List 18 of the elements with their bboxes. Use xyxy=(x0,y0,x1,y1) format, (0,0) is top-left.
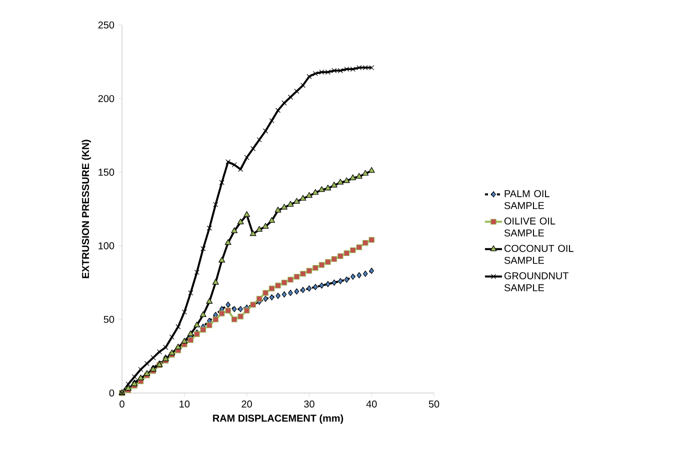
x-tick-label: 50 xyxy=(428,400,440,408)
x-tick-label: 10 xyxy=(180,400,190,408)
legend-label: COCONUT OIL SAMPLE xyxy=(504,244,574,264)
y-tick-label: 250 xyxy=(98,21,114,29)
y-tick-label: 150 xyxy=(98,168,114,176)
y-tick-label: 0 xyxy=(109,389,114,397)
y-tick-label: 100 xyxy=(98,242,114,250)
x-tick-label: 20 xyxy=(242,400,252,408)
x-tick-label: 30 xyxy=(304,400,314,408)
legend-label: GROUNDNUT SAMPLE xyxy=(504,272,568,292)
x-tick-label: 0 xyxy=(120,400,124,408)
y-tick-label: 50 xyxy=(104,316,114,323)
legend-label: PALM OIL SAMPLE xyxy=(504,190,550,210)
y-axis-title: EXTRUSION PRESSURE (KN) xyxy=(82,140,92,278)
x-axis-title: RAM DISPLACEMENT (mm) xyxy=(213,414,344,424)
legend-label: OILIVE OIL SAMPLE xyxy=(504,217,556,236)
x-tick-label: 40 xyxy=(366,400,377,408)
y-tick-label: 200 xyxy=(98,95,114,102)
